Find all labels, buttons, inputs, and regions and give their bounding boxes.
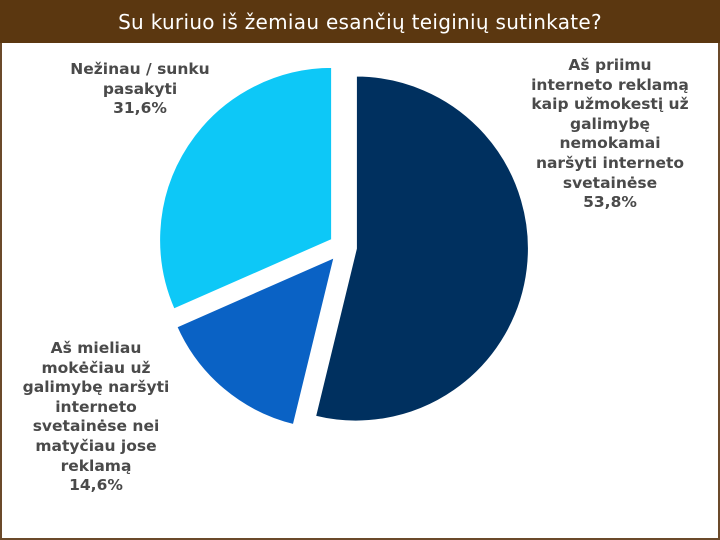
- slice-label-line: svetainėse: [562, 173, 658, 192]
- slide-frame: [0, 43, 720, 540]
- slice-label-line: svetainėse nei: [32, 417, 160, 436]
- slice-value-label: 31,6%: [113, 99, 167, 118]
- slice-label-line: Aš mieliau: [50, 339, 142, 357]
- slice-label-accept-ads: Aš priimu interneto reklamą kaip užmokestį…: [510, 56, 710, 213]
- slice-label-line: kaip užmokestį už: [531, 95, 689, 114]
- title-bar: Su kuriuo iš žemiau esančių teiginių sut…: [0, 0, 720, 43]
- slice-accept-ads: [313, 74, 530, 423]
- slice-value-label: 14,6%: [69, 476, 123, 495]
- slice-label-line: reklamą: [60, 456, 132, 475]
- slice-label-line: naršyti interneto: [535, 153, 685, 172]
- slice-label-line: pasakyti: [102, 79, 178, 98]
- slice-label-line: matyčiau jose: [35, 436, 157, 455]
- slice-label-line: galimybę naršyti: [22, 378, 170, 397]
- slice-pay-instead: [174, 255, 337, 427]
- slice-label-line: Aš priimu: [568, 56, 652, 74]
- slice-label-line: Nežinau / sunku: [70, 60, 210, 78]
- slice-value-label: 53,8%: [583, 193, 637, 212]
- slice-label-pay-instead: Aš mieliau mokėčiau už galimybę naršyti int…: [6, 339, 186, 496]
- slice-label-dont-know: Nežinau / sunku pasakyti 31,6%: [55, 60, 225, 119]
- page-title: Su kuriuo iš žemiau esančių teiginių sut…: [118, 9, 602, 34]
- slice-label-line: interneto reklamą: [531, 75, 689, 94]
- slice-label-line: galimybę: [569, 114, 651, 133]
- slice-label-line: nemokamai: [559, 134, 661, 153]
- slice-label-line: interneto: [55, 397, 137, 416]
- slice-dont-know: [158, 65, 334, 311]
- slice-label-line: mokėčiau už: [41, 358, 151, 377]
